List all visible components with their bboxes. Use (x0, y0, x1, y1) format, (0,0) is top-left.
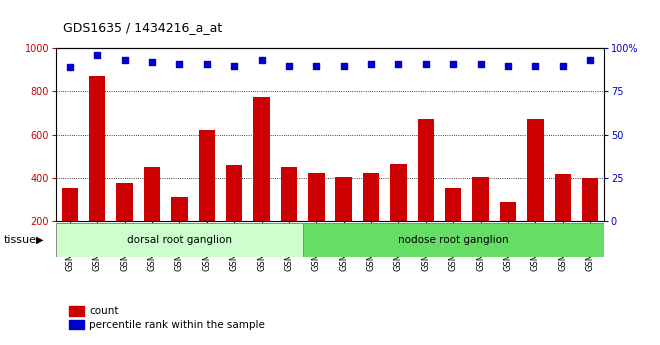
Bar (69, 306, 84, 316)
Point (92, 52, 102, 58)
Point (475, 61, 486, 67)
Bar (418, 119, 434, 264)
Point (284, 63, 294, 68)
Bar (226, 165, 242, 264)
Point (503, 63, 513, 68)
Bar (302, 223, 604, 257)
Text: dorsal root ganglion: dorsal root ganglion (127, 235, 232, 245)
Point (530, 63, 541, 68)
Text: ▶: ▶ (36, 235, 44, 245)
Point (339, 63, 349, 68)
Point (366, 61, 376, 67)
Bar (69, 320, 84, 329)
Point (420, 61, 431, 67)
Point (558, 63, 568, 68)
Bar (144, 167, 160, 264)
Point (119, 58, 130, 63)
Bar (199, 130, 215, 264)
Bar (116, 183, 133, 264)
Point (174, 61, 185, 67)
Bar (89, 76, 106, 264)
Bar (554, 175, 571, 264)
Text: count: count (89, 306, 119, 316)
Point (201, 61, 212, 67)
Point (585, 58, 595, 63)
Point (448, 61, 459, 67)
Point (256, 58, 267, 63)
Point (311, 63, 321, 68)
Bar (363, 173, 380, 264)
Point (393, 61, 404, 67)
Text: tissue: tissue (3, 235, 36, 245)
Bar (171, 197, 187, 264)
Point (65, 65, 75, 70)
Bar (56, 223, 302, 257)
Text: nodose root ganglion: nodose root ganglion (398, 235, 509, 245)
Bar (582, 178, 599, 264)
Bar (527, 119, 544, 264)
Point (147, 59, 157, 65)
Bar (390, 164, 407, 264)
Bar (308, 173, 325, 264)
Bar (335, 177, 352, 264)
Bar (445, 188, 461, 264)
Bar (61, 188, 78, 264)
Text: percentile rank within the sample: percentile rank within the sample (89, 320, 265, 330)
Text: GDS1635 / 1434216_a_at: GDS1635 / 1434216_a_at (63, 21, 222, 34)
Point (229, 63, 240, 68)
Bar (500, 203, 516, 264)
Bar (280, 167, 297, 264)
Bar (473, 177, 489, 264)
Bar (253, 97, 270, 264)
